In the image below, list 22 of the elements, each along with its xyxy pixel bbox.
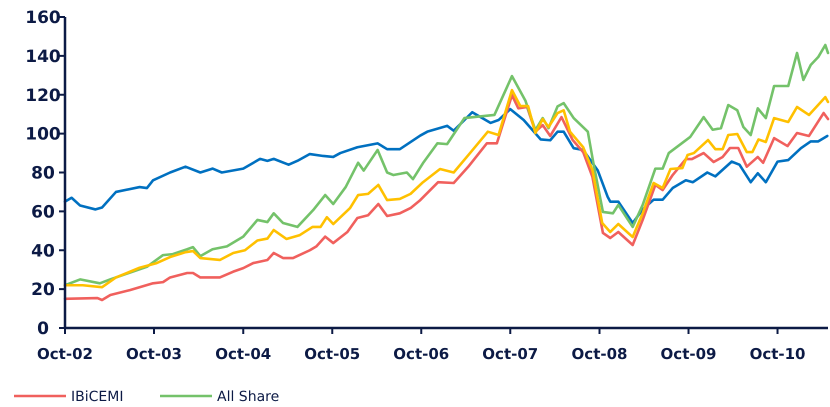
x-tick-label: Oct-05: [304, 345, 360, 363]
line-series: [64, 108, 829, 224]
x-tick-label: Oct-04: [215, 345, 272, 363]
y-tick-label: 100: [25, 124, 61, 145]
x-tick-label: Oct-10: [750, 345, 806, 363]
x-tick-label: Oct-06: [393, 345, 450, 363]
y-tick-label: 20: [31, 280, 55, 300]
y-tick-label: 0: [37, 319, 50, 339]
x-tick-label: Oct-07: [482, 345, 538, 363]
y-tick-label: 40: [31, 241, 55, 262]
y-tick-label: 140: [25, 46, 61, 67]
x-tick-label: Oct-03: [126, 345, 182, 363]
legend-label: IBiCEMI: [71, 389, 124, 405]
x-tick-label: Oct-09: [660, 345, 716, 363]
y-tick-label: 80: [31, 164, 55, 184]
y-tick-label: 120: [25, 86, 61, 106]
x-tick-label: Oct-02: [37, 345, 93, 363]
y-tick-label: 60: [31, 202, 55, 222]
line-series: [64, 44, 830, 287]
legend-label: All Share: [217, 389, 280, 405]
x-tick-label: Oct-08: [572, 345, 628, 363]
y-tick-label: 160: [25, 8, 61, 28]
